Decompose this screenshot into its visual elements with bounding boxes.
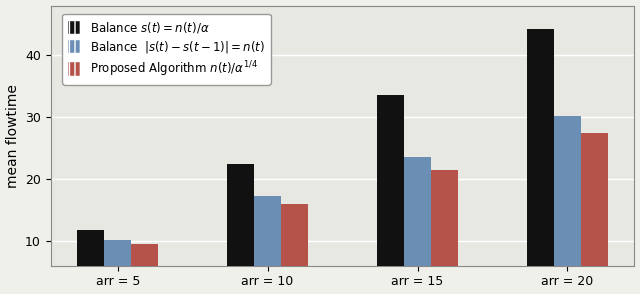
Y-axis label: mean flowtime: mean flowtime [6,84,20,188]
Bar [377,95,404,294]
Legend: Balance $s(t) = n(t)/\alpha$, Balance  $|s(t) - s(t-1)| = n(t)$, Proposed Algori: Balance $s(t) = n(t)/\alpha$, Balance $|… [63,14,271,85]
Bar [104,240,131,294]
Bar [254,196,281,294]
Bar [404,157,431,294]
Bar [281,204,308,294]
Bar [131,244,158,294]
Bar [77,230,104,294]
Bar [431,170,458,294]
Bar [581,133,608,294]
Bar [527,29,554,294]
Bar [227,163,254,294]
Bar [554,116,581,294]
